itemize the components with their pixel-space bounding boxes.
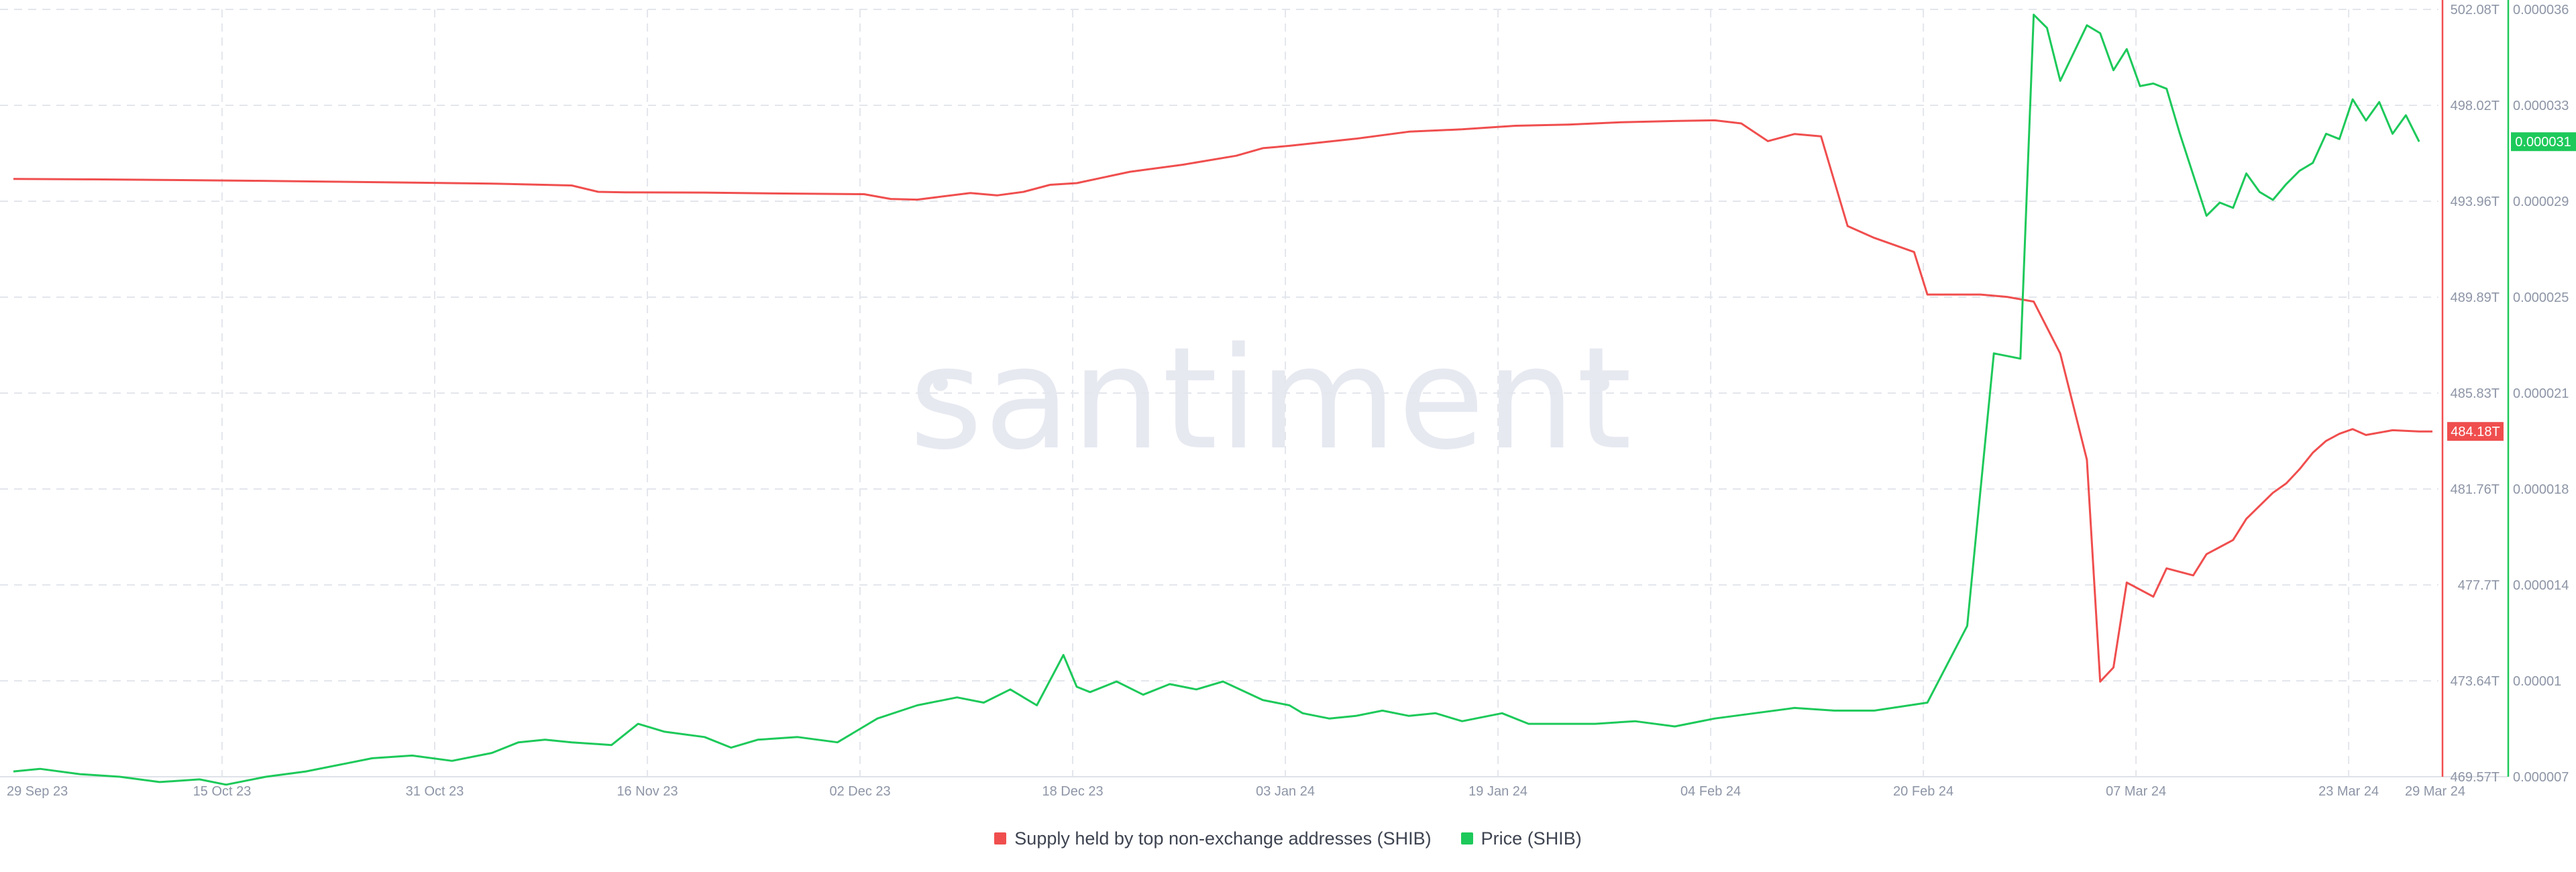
grid-lines <box>0 9 2438 777</box>
x-tick-label: 07 Mar 24 <box>2106 784 2166 799</box>
x-tick-label: 03 Jan 24 <box>1256 784 1315 799</box>
y-right-tick-label: 0.000036 <box>2513 3 2569 17</box>
price-last-value-badge <box>2511 132 2576 152</box>
series-lines <box>13 13 2432 786</box>
x-tick-label: 04 Feb 24 <box>1680 784 1741 799</box>
x-tick-label: 20 Feb 24 <box>1893 784 1953 799</box>
y-left-tick-label: 477.7T <box>2458 578 2500 593</box>
y-left-tick-label: 502.08T <box>2451 3 2500 17</box>
chart-canvas: santiment 502.08T 0.000036 498.02T 0.000033… <box>0 0 2576 799</box>
santiment-watermark: santiment <box>909 317 1633 481</box>
y-left-tick-label: 473.64T <box>2451 674 2500 689</box>
supply-last-value-text: 484.18T <box>2451 425 2500 439</box>
x-tick-label: 29 Sep 23 <box>7 784 68 799</box>
y-right-tick-label: 0.000014 <box>2513 578 2569 593</box>
y-left-tick-label: 481.76T <box>2451 482 2500 497</box>
legend-label-price: Price (SHIB) <box>1481 828 1582 849</box>
x-tick-label: 29 Mar 24 <box>2405 784 2465 799</box>
y-right-tick-label: 0.000021 <box>2513 386 2569 401</box>
y-left-tick-label: 485.83T <box>2451 386 2500 401</box>
supply-series-line <box>13 119 2432 683</box>
axes <box>0 0 2510 777</box>
y-right-tick-label: 0.000007 <box>2513 770 2569 785</box>
y-right-tick-label: 0.00001 <box>2513 674 2561 689</box>
y-right-tick-label: 0.000018 <box>2513 482 2569 497</box>
x-tick-label: 16 Nov 23 <box>616 784 678 799</box>
price-last-value-text: 0.000031 <box>2515 135 2571 150</box>
legend-item-price[interactable]: Price (SHIB) <box>1460 828 1582 849</box>
legend-swatch-price <box>1460 832 1473 844</box>
supply-last-value-badge <box>2447 422 2504 441</box>
x-tick-label: 02 Dec 23 <box>829 784 890 799</box>
chart-legend: Supply held by top non-exchange addresse… <box>0 824 2576 853</box>
legend-item-supply[interactable]: Supply held by top non-exchange addresse… <box>994 828 1432 849</box>
y-right-tick-label: 0.000033 <box>2513 99 2569 113</box>
y-left-tick-label: 498.02T <box>2451 99 2500 113</box>
legend-label-supply: Supply held by top non-exchange addresse… <box>1014 828 1432 849</box>
x-tick-label: 19 Jan 24 <box>1468 784 1527 799</box>
y-left-tick-label: 489.89T <box>2451 290 2500 305</box>
price-series-line <box>13 13 2420 786</box>
legend-swatch-supply <box>994 832 1007 844</box>
axis-labels: 502.08T 0.000036 498.02T 0.000033 493.96T 0.0… <box>7 3 2576 799</box>
x-tick-label: 31 Oct 23 <box>406 784 464 799</box>
x-tick-label: 18 Dec 23 <box>1042 784 1103 799</box>
x-tick-label: 23 Mar 24 <box>2318 784 2379 799</box>
watermark-dot-left <box>933 376 948 391</box>
y-right-tick-label: 0.000029 <box>2513 195 2569 209</box>
y-left-tick-label: 469.57T <box>2451 770 2500 785</box>
x-tick-label: 15 Oct 23 <box>193 784 252 799</box>
y-right-tick-label: 0.000025 <box>2513 290 2569 305</box>
y-left-tick-label: 493.96T <box>2451 195 2500 209</box>
watermark-dot-right <box>1595 376 1609 391</box>
